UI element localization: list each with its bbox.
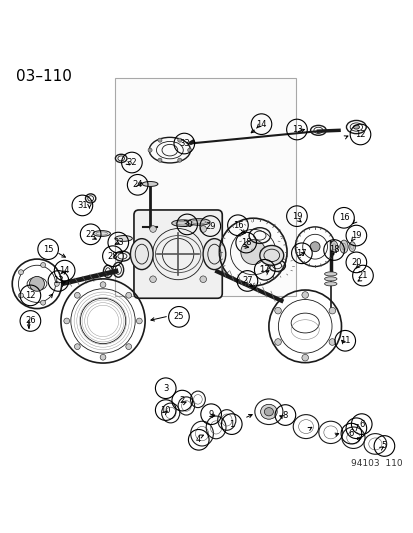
Text: 30: 30	[181, 220, 192, 229]
Text: 94103  110: 94103 110	[351, 459, 402, 468]
Circle shape	[19, 293, 24, 298]
Circle shape	[126, 344, 131, 350]
Text: 28: 28	[107, 252, 118, 261]
Text: 14: 14	[256, 119, 266, 128]
Circle shape	[64, 318, 69, 324]
Circle shape	[74, 293, 80, 298]
Circle shape	[199, 226, 206, 232]
Circle shape	[177, 138, 181, 142]
FancyBboxPatch shape	[134, 210, 222, 298]
Circle shape	[150, 276, 156, 282]
Text: 03–110: 03–110	[17, 69, 72, 84]
Text: 21: 21	[357, 271, 367, 280]
Text: 23: 23	[113, 238, 123, 247]
Text: 18: 18	[328, 246, 339, 254]
Ellipse shape	[130, 239, 153, 270]
Text: 3: 3	[163, 384, 168, 393]
Text: 22: 22	[85, 230, 96, 239]
Text: 14: 14	[59, 266, 70, 275]
Circle shape	[274, 308, 281, 314]
Ellipse shape	[324, 282, 336, 286]
Ellipse shape	[171, 220, 194, 227]
Ellipse shape	[187, 219, 209, 225]
Text: 25: 25	[173, 312, 184, 321]
Ellipse shape	[352, 125, 358, 129]
Circle shape	[301, 354, 308, 361]
Text: 6: 6	[348, 429, 353, 438]
Ellipse shape	[142, 182, 157, 187]
Text: 7: 7	[353, 424, 358, 433]
Text: 2: 2	[179, 396, 185, 405]
Text: 13: 13	[53, 277, 64, 286]
Text: 16: 16	[232, 221, 243, 230]
Text: 12: 12	[354, 130, 365, 139]
Circle shape	[150, 226, 156, 232]
Text: 17: 17	[296, 249, 306, 258]
Text: 13: 13	[291, 125, 301, 134]
Text: 31: 31	[77, 201, 88, 210]
Circle shape	[301, 292, 308, 298]
Circle shape	[126, 293, 131, 298]
Circle shape	[328, 308, 335, 314]
Ellipse shape	[93, 231, 110, 236]
Text: 19: 19	[291, 212, 301, 221]
Ellipse shape	[348, 242, 355, 252]
Ellipse shape	[330, 241, 337, 253]
Ellipse shape	[339, 240, 347, 253]
Text: 20: 20	[350, 258, 361, 267]
Text: 15: 15	[43, 245, 53, 254]
Circle shape	[157, 138, 161, 142]
Text: 32: 32	[126, 158, 137, 167]
Circle shape	[100, 354, 106, 360]
Circle shape	[157, 158, 161, 162]
Circle shape	[177, 158, 181, 162]
Ellipse shape	[115, 236, 132, 241]
Text: 11: 11	[339, 336, 350, 345]
Ellipse shape	[260, 405, 276, 419]
Text: 26: 26	[25, 317, 36, 326]
Circle shape	[274, 338, 281, 345]
Text: 24: 24	[132, 180, 142, 189]
Text: 6: 6	[358, 419, 363, 429]
Circle shape	[19, 270, 24, 274]
Circle shape	[29, 277, 44, 291]
FancyBboxPatch shape	[115, 77, 295, 296]
Ellipse shape	[203, 239, 225, 270]
Ellipse shape	[264, 408, 273, 416]
Circle shape	[147, 148, 152, 152]
Text: 10: 10	[160, 406, 171, 415]
Ellipse shape	[324, 277, 336, 281]
Text: 16: 16	[338, 213, 349, 222]
Text: 19: 19	[350, 231, 361, 240]
Circle shape	[240, 240, 265, 264]
Text: 17: 17	[259, 265, 269, 274]
Text: 18: 18	[240, 238, 251, 247]
Ellipse shape	[259, 246, 283, 265]
Text: 5: 5	[381, 441, 386, 450]
Text: 8: 8	[282, 410, 287, 419]
Circle shape	[136, 318, 142, 324]
Circle shape	[187, 148, 191, 152]
Circle shape	[199, 276, 206, 282]
Text: 12: 12	[25, 291, 36, 300]
Circle shape	[309, 242, 319, 252]
Circle shape	[54, 281, 59, 286]
Circle shape	[74, 344, 80, 350]
Text: 33: 33	[178, 139, 189, 148]
Text: 1: 1	[228, 419, 234, 429]
Circle shape	[328, 338, 335, 345]
Ellipse shape	[324, 272, 336, 276]
Circle shape	[40, 263, 45, 268]
Text: 27: 27	[242, 277, 252, 286]
Text: 9: 9	[208, 410, 213, 419]
Circle shape	[100, 282, 106, 287]
Text: 4: 4	[196, 435, 201, 445]
Text: 29: 29	[204, 222, 215, 231]
Circle shape	[40, 300, 45, 305]
